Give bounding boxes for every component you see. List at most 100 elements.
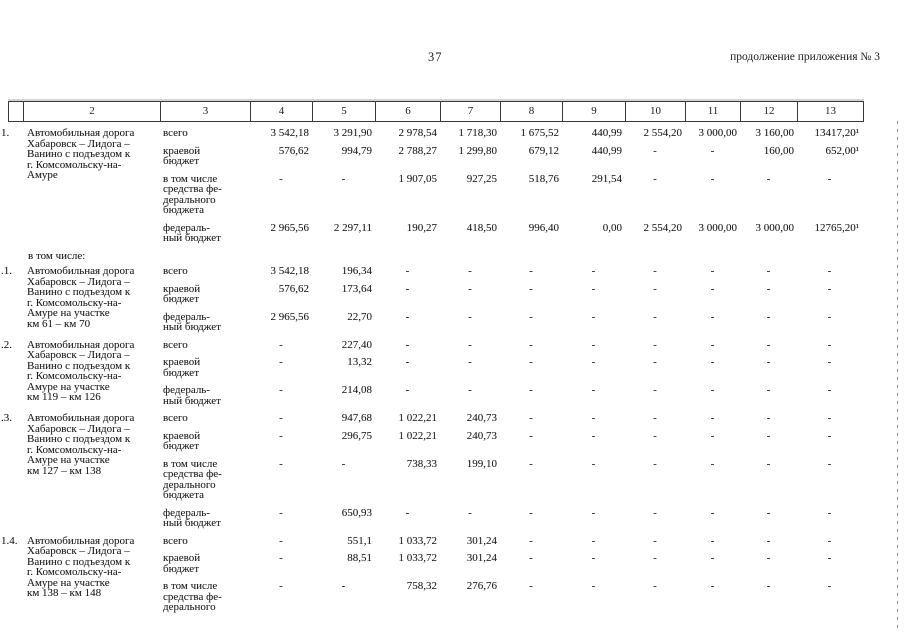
value-cell: -	[591, 384, 596, 396]
value-cell: -	[766, 310, 771, 323]
value-cell: -	[591, 282, 596, 295]
value-cell: -	[279, 552, 283, 564]
value-cell: -	[468, 384, 472, 396]
value-cell: -	[766, 412, 771, 424]
value-cell: 2 554,20	[643, 127, 683, 139]
budget-subrow: всего - 947,68 1 022,21 240,73 - - - - - -	[160, 413, 862, 424]
value-cell: -	[827, 356, 832, 368]
value-cell: -	[710, 534, 715, 547]
budget-type-label: в том числе средства фе- дерального	[163, 580, 222, 613]
value-cell: 22,70	[347, 310, 372, 323]
value-cell: 199,10	[466, 457, 497, 470]
value-cell: 12765,20¹	[814, 221, 859, 234]
value-cell: -	[710, 506, 715, 519]
header-cell: 5	[313, 102, 376, 121]
row-number: .2.	[1, 338, 12, 351]
road-name: Автомобильная дорога Хабаровск – Лидога …	[27, 338, 135, 403]
value-cell: 440,99	[591, 127, 622, 139]
value-cell: -	[591, 580, 596, 592]
value-cell: 576,62	[278, 144, 309, 157]
budget-subrow: федераль- ный бюджет 2 965,56 2 297,11 190,…	[160, 221, 862, 244]
row-number: 1.	[1, 127, 10, 139]
value-cell: -	[341, 457, 346, 470]
value-cell: -	[529, 506, 533, 519]
value-cell: -	[405, 384, 410, 396]
budget-subrow: федераль- ный бюджет - 214,08 - - - - - - - -	[160, 384, 862, 407]
budget-type-label: в том числе средства фе- дерального бюдж…	[163, 457, 222, 501]
page-edge-dashed-line	[897, 121, 898, 631]
value-cell: -	[341, 580, 346, 592]
value-cell: -	[591, 429, 596, 442]
value-cell: -	[766, 552, 771, 564]
value-cell: 994,79	[341, 144, 372, 157]
table-body: 1. Автомобильная дорога Хабаровск – Лидог…	[0, 128, 862, 620]
value-cell: -	[710, 144, 715, 157]
value-cell: -	[468, 265, 472, 277]
table-row: .3. Автомобильная дорога Хабаровск – Лидо…	[0, 413, 862, 536]
value-cell: -	[710, 282, 715, 295]
value-cell: -	[529, 338, 533, 351]
header-cell: 8	[501, 102, 563, 121]
value-cell: 2 297,11	[333, 221, 372, 234]
value-cell: 3 000,00	[755, 221, 795, 234]
value-cell: -	[653, 282, 657, 295]
value-cell: 190,27	[406, 221, 437, 234]
budget-subrow: краевой бюджет - 13,32 - - - - - - - -	[160, 356, 862, 379]
row-number: .3.	[1, 412, 12, 424]
value-cell: -	[529, 282, 533, 295]
value-cell: -	[827, 384, 832, 396]
value-cell: -	[710, 265, 715, 277]
value-cell: -	[653, 384, 657, 396]
table-row: .1. Автомобильная дорога Хабаровск – Лидо…	[0, 266, 862, 340]
value-cell: 1 022,21	[398, 412, 438, 424]
value-cell: -	[827, 506, 832, 519]
budget-type-label: всего	[163, 412, 188, 424]
value-cell: -	[766, 429, 771, 442]
value-cell: 3 542,18	[270, 265, 310, 277]
value-cell: -	[529, 310, 533, 323]
header-cell: 11	[686, 102, 741, 121]
value-cell: -	[653, 310, 657, 323]
budget-type-label: федераль- ный бюджет	[163, 221, 221, 244]
value-cell: -	[710, 310, 715, 323]
budget-type-label: всего	[163, 534, 188, 547]
budget-subrow: краевой бюджет 576,62 994,79 2 788,27 1 299,…	[160, 144, 862, 167]
value-cell: -	[653, 429, 657, 442]
value-cell: -	[653, 552, 657, 564]
value-cell: -	[591, 506, 596, 519]
value-cell: -	[653, 356, 657, 368]
value-cell: -	[591, 412, 596, 424]
value-cell: -	[710, 384, 715, 396]
budget-subrow: федераль- ный бюджет - 650,93 - - - - - - - -	[160, 506, 862, 529]
value-cell: -	[827, 172, 832, 185]
budget-type-label: краевой бюджет	[163, 144, 201, 167]
in-total-label: в том числе:	[28, 249, 86, 262]
header-cell: 3	[161, 102, 251, 121]
value-cell: -	[529, 384, 533, 396]
value-cell: -	[827, 412, 832, 424]
value-cell: 276,76	[466, 580, 497, 592]
budget-subrows: всего -551,1 1 033,72 301,24- - - - - - краевой б…	[160, 534, 862, 620]
budget-subrow: краевой бюджет - 88,51 1 033,72 301,24 - - - - - -	[160, 552, 862, 575]
value-cell: 214,08	[341, 384, 372, 396]
value-cell: -	[766, 265, 771, 277]
value-cell: -	[468, 282, 472, 295]
budget-subrows: всего -947,68 1 022,21 240,73- - - - - - краевой …	[160, 413, 862, 536]
header-cell: 6	[376, 102, 441, 121]
table-row: 1.4. Автомобильная дорога Хабаровск – Лид…	[0, 534, 862, 620]
header-cell: 13	[825, 105, 836, 117]
value-cell: -	[766, 457, 771, 470]
value-cell: -	[653, 265, 657, 277]
value-cell: -	[405, 282, 410, 295]
value-cell: -	[766, 534, 771, 547]
value-cell: 2 965,56	[270, 310, 310, 323]
value-cell: -	[653, 457, 657, 470]
value-cell: -	[827, 310, 832, 323]
budget-subrow: всего 3 542,18 196,34 - - - - - - - -	[160, 266, 862, 277]
value-cell: -	[827, 265, 832, 277]
value-cell: -	[827, 282, 832, 295]
value-cell: -	[405, 265, 410, 277]
budget-subrow: всего - 227,40 - - - - - - - -	[160, 338, 862, 351]
value-cell: 88,51	[347, 552, 372, 564]
value-cell: 927,25	[466, 172, 497, 185]
